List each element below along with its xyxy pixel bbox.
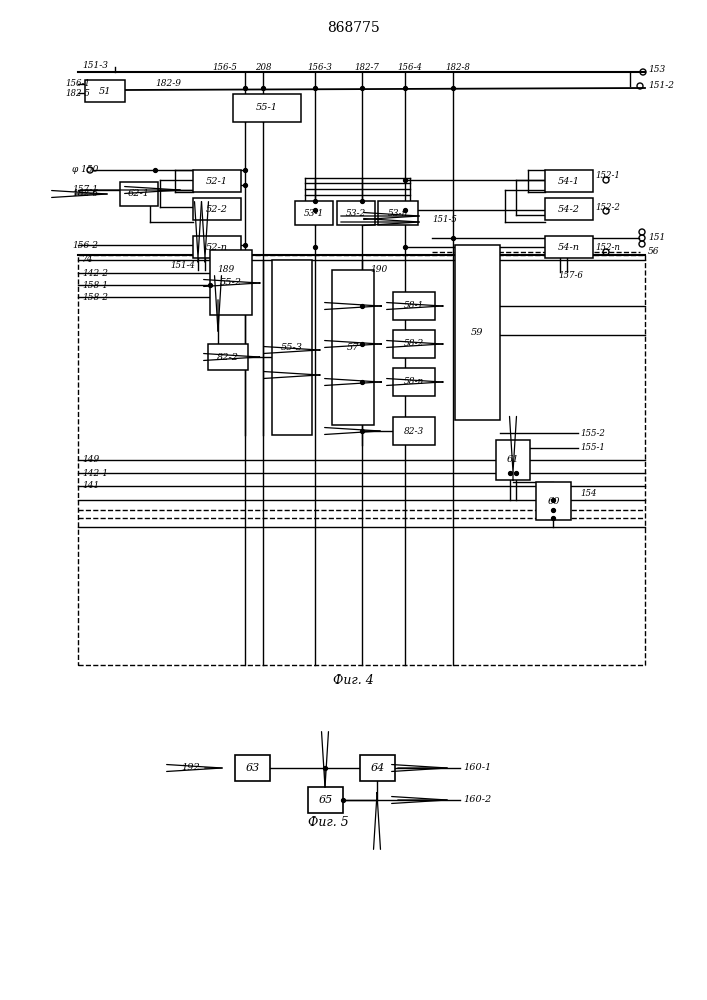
Text: 208: 208 — [255, 62, 271, 72]
Text: 62-1: 62-1 — [128, 190, 150, 198]
Text: 151-2: 151-2 — [648, 82, 674, 91]
Bar — [193, 236, 241, 258]
Text: Фиг. 4: Фиг. 4 — [332, 674, 373, 686]
Bar — [455, 245, 500, 420]
Bar — [332, 270, 374, 425]
Text: 55-1: 55-1 — [256, 104, 278, 112]
Bar — [193, 170, 241, 192]
Text: 58-1: 58-1 — [404, 302, 424, 310]
Text: 152-2: 152-2 — [595, 202, 620, 212]
Text: 57: 57 — [346, 343, 359, 352]
Text: 65: 65 — [318, 795, 332, 805]
Text: 192: 192 — [181, 764, 200, 772]
Text: 156-1: 156-1 — [65, 80, 90, 89]
Text: 82-3: 82-3 — [404, 426, 424, 436]
Text: 157-1: 157-1 — [72, 186, 98, 194]
Text: 52-1: 52-1 — [206, 176, 228, 186]
Text: 152-1: 152-1 — [595, 172, 620, 180]
Bar — [360, 755, 395, 781]
Text: 158-2: 158-2 — [82, 292, 108, 302]
Text: 152-n: 152-n — [595, 243, 620, 252]
Text: 82-2: 82-2 — [217, 353, 239, 361]
Text: 53-2: 53-2 — [346, 209, 366, 218]
Text: 160-1: 160-1 — [463, 764, 491, 772]
Bar — [233, 94, 301, 122]
Text: 58-2: 58-2 — [404, 340, 424, 349]
Bar — [120, 182, 158, 206]
Text: 158-1: 158-1 — [82, 280, 108, 290]
Text: 182-5: 182-5 — [65, 89, 90, 98]
Bar — [193, 198, 241, 220]
Bar — [235, 755, 270, 781]
Text: 142-2: 142-2 — [82, 268, 108, 277]
Text: 153: 153 — [648, 66, 665, 75]
Bar — [545, 170, 593, 192]
Text: 151-5: 151-5 — [432, 216, 457, 225]
Text: 157-6: 157-6 — [558, 270, 583, 279]
Text: 151: 151 — [648, 233, 665, 242]
Text: 868775: 868775 — [327, 21, 380, 35]
Text: 51: 51 — [99, 87, 111, 96]
Bar — [545, 236, 593, 258]
Text: 156-5: 156-5 — [212, 62, 237, 72]
Text: 54-n: 54-n — [558, 242, 580, 251]
Text: 154: 154 — [580, 489, 597, 498]
Text: 182-6: 182-6 — [72, 190, 98, 198]
Bar — [272, 260, 312, 435]
Text: 55-2: 55-2 — [220, 278, 242, 287]
Text: 182-9: 182-9 — [155, 79, 181, 88]
Text: 155-2: 155-2 — [580, 428, 605, 438]
Text: 54-2: 54-2 — [558, 205, 580, 214]
Bar — [78, 255, 645, 665]
Text: 189: 189 — [217, 265, 234, 274]
Bar — [545, 198, 593, 220]
Bar — [337, 201, 375, 225]
Text: 74: 74 — [82, 255, 93, 264]
Bar — [210, 250, 252, 315]
Text: 61: 61 — [507, 456, 519, 464]
Text: Фиг. 5: Фиг. 5 — [308, 816, 349, 828]
Text: 53-1: 53-1 — [304, 209, 324, 218]
Text: 53-n: 53-n — [388, 209, 408, 218]
Bar — [536, 482, 571, 520]
Text: 64: 64 — [370, 763, 385, 773]
Bar — [393, 417, 435, 445]
Text: 151-4: 151-4 — [170, 260, 195, 269]
Text: 156-3: 156-3 — [307, 62, 332, 72]
Bar — [393, 368, 435, 396]
Text: 58-n: 58-n — [404, 377, 424, 386]
Text: φ 150: φ 150 — [72, 165, 98, 174]
Text: 160-2: 160-2 — [463, 796, 491, 804]
Text: 52-2: 52-2 — [206, 205, 228, 214]
Bar — [85, 80, 125, 102]
Bar — [393, 330, 435, 358]
Text: 56: 56 — [648, 247, 660, 256]
Text: 55-3: 55-3 — [281, 343, 303, 352]
Text: 182-8: 182-8 — [445, 62, 470, 72]
Bar — [393, 292, 435, 320]
Text: 54-1: 54-1 — [558, 176, 580, 186]
Text: 190: 190 — [370, 265, 387, 274]
Text: 149: 149 — [82, 456, 99, 464]
Bar — [378, 201, 418, 225]
Bar — [308, 787, 343, 813]
Text: 60: 60 — [547, 496, 560, 506]
Text: 142-1: 142-1 — [82, 468, 108, 478]
Text: 141: 141 — [82, 482, 99, 490]
Text: 151-3: 151-3 — [82, 62, 108, 70]
Bar — [295, 201, 333, 225]
Text: 156-2: 156-2 — [72, 240, 98, 249]
Bar — [208, 344, 248, 370]
Text: 182-7: 182-7 — [354, 62, 379, 72]
Text: 156-4: 156-4 — [397, 62, 422, 72]
Text: 59: 59 — [472, 328, 484, 337]
Text: 155-1: 155-1 — [580, 444, 605, 452]
Bar — [496, 440, 530, 480]
Text: 52-n: 52-n — [206, 242, 228, 251]
Text: 63: 63 — [245, 763, 259, 773]
